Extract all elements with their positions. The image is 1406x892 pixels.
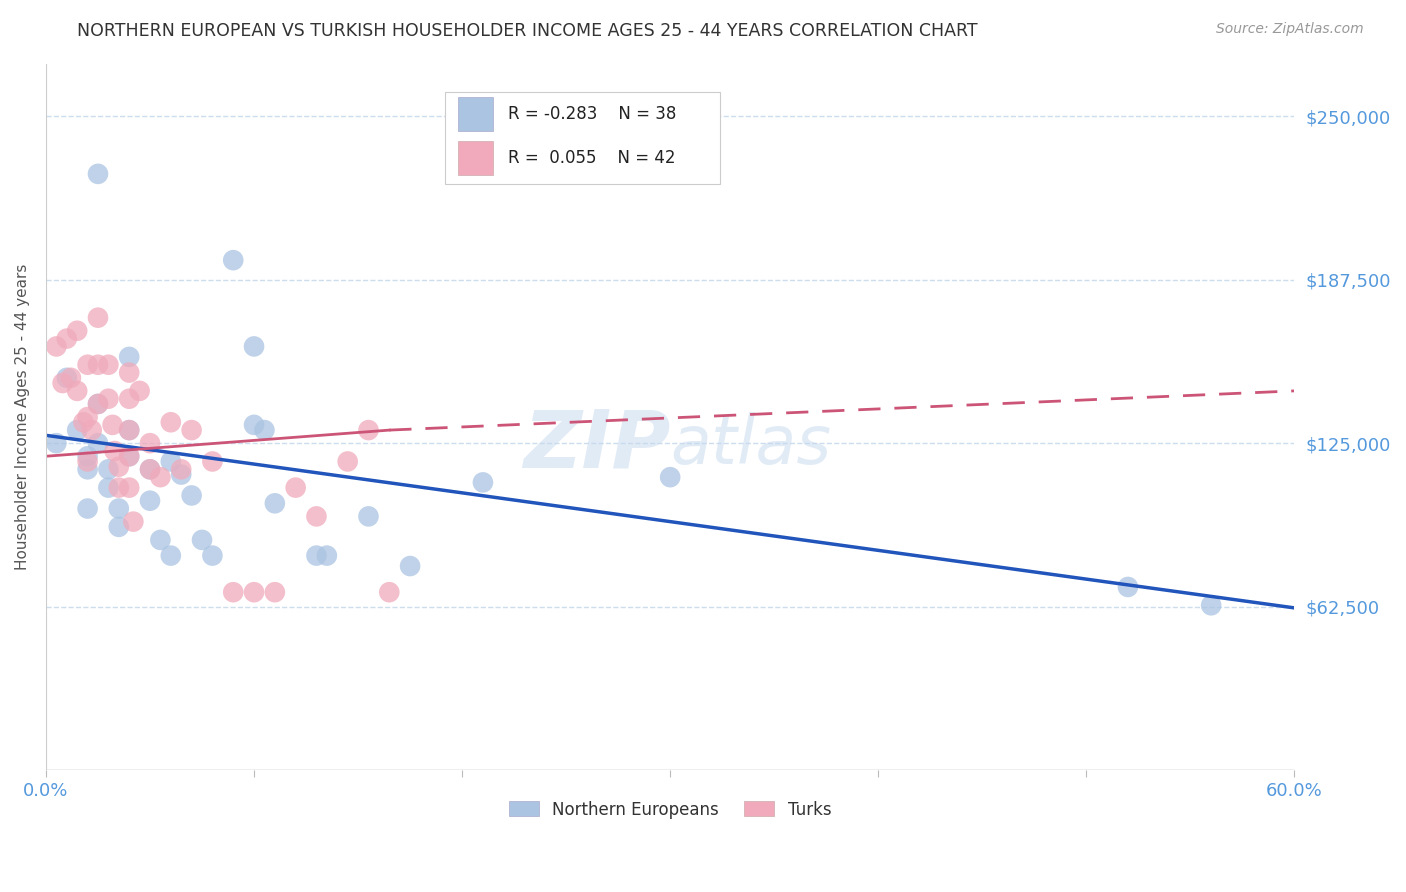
Point [128,384,150,398]
Point [149,470,172,484]
Text: Source: ZipAtlas.com: Source: ZipAtlas.com [1216,22,1364,37]
Point [1199,599,1222,613]
Point [139,436,162,450]
Point [222,253,245,268]
Point [87,436,110,450]
Point [55,371,77,385]
Point [118,423,141,437]
Point [76,501,98,516]
Point [66,423,89,437]
Point [118,481,141,495]
Point [263,496,285,510]
Point [378,585,401,599]
Text: R = -0.283    N = 38: R = -0.283 N = 38 [508,105,676,123]
Point [66,384,89,398]
Point [305,549,328,563]
Point [107,501,129,516]
Point [180,488,202,502]
Point [122,515,145,529]
Text: ZIP: ZIP [523,406,671,484]
Point [305,509,328,524]
Point [76,358,98,372]
Point [80,423,103,437]
Point [659,470,682,484]
Point [471,475,494,490]
Point [45,339,67,353]
Point [263,585,285,599]
Point [87,397,110,411]
Point [139,462,162,476]
Point [284,481,307,495]
Point [357,423,380,437]
Point [76,454,98,468]
Point [76,462,98,476]
Text: R =  0.055    N = 42: R = 0.055 N = 42 [508,149,675,167]
Point [118,423,141,437]
Point [139,493,162,508]
Point [180,423,202,437]
Y-axis label: Householder Income Ages 25 - 44 years: Householder Income Ages 25 - 44 years [15,264,30,570]
Point [97,392,120,406]
Point [107,520,129,534]
Point [118,449,141,463]
Point [222,585,245,599]
Point [59,371,82,385]
Point [118,449,141,463]
Point [101,417,124,432]
Point [139,462,162,476]
Point [243,417,266,432]
Point [107,459,129,474]
Point [118,392,141,406]
Point [170,467,193,482]
Point [170,462,193,476]
Point [399,559,422,574]
Point [72,415,94,429]
Point [191,533,214,547]
Point [104,444,127,458]
Point [87,167,110,181]
Point [76,410,98,425]
Point [55,332,77,346]
Point [97,481,120,495]
Point [159,415,181,429]
Point [45,436,67,450]
Point [315,549,337,563]
Point [52,376,75,390]
Point [66,324,89,338]
Bar [458,141,494,175]
Point [201,454,224,468]
Point [118,366,141,380]
Point [243,339,266,353]
Point [87,397,110,411]
Point [253,423,276,437]
Point [159,549,181,563]
Point [149,533,172,547]
Text: atlas: atlas [671,412,831,478]
Bar [458,97,494,131]
Point [97,358,120,372]
Point [76,449,98,463]
Point [97,462,120,476]
Point [107,481,129,495]
Point [243,585,266,599]
Point [1116,580,1139,594]
Legend: Northern Europeans, Turks: Northern Europeans, Turks [502,794,838,825]
Point [159,454,181,468]
Point [118,350,141,364]
Bar [446,92,720,184]
Point [201,549,224,563]
Point [87,310,110,325]
Point [336,454,359,468]
Point [87,358,110,372]
Point [357,509,380,524]
Text: NORTHERN EUROPEAN VS TURKISH HOUSEHOLDER INCOME AGES 25 - 44 YEARS CORRELATION C: NORTHERN EUROPEAN VS TURKISH HOUSEHOLDER… [77,22,979,40]
